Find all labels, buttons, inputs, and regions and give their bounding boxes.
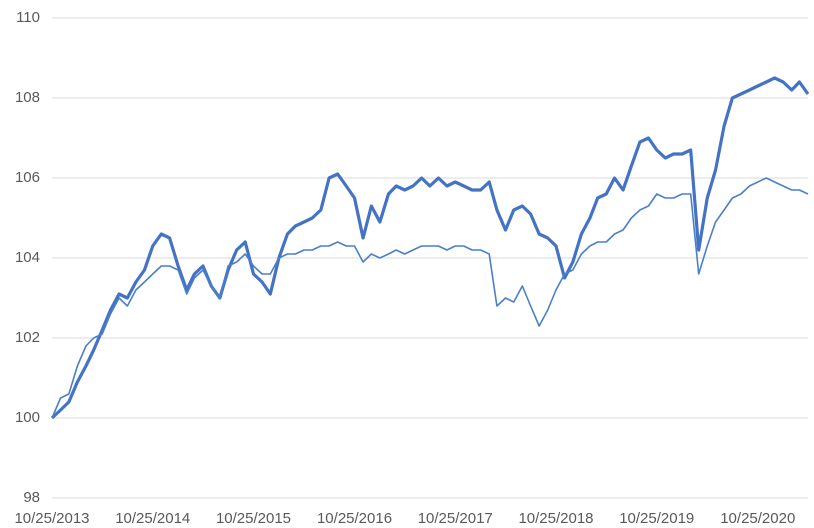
x-tick-label: 10/25/2013 [14, 510, 89, 527]
line-series [50, 76, 810, 420]
x-tick-label: 10/25/2014 [115, 510, 190, 527]
y-tick-label: 110 [16, 9, 40, 26]
y-tick-label: 98 [23, 489, 40, 506]
line-series [51, 177, 809, 419]
y-tick-label: 100 [15, 409, 40, 426]
x-tick-label: 10/25/2016 [317, 510, 392, 527]
x-tick-label: 10/25/2020 [720, 510, 795, 527]
x-tick-label: 10/25/2015 [216, 510, 291, 527]
y-tick-label: 106 [15, 169, 40, 186]
y-tick-label: 104 [15, 249, 40, 266]
x-tick-label: 10/25/2018 [518, 510, 593, 527]
y-tick-label: 102 [15, 329, 40, 346]
x-tick-label: 10/25/2019 [619, 510, 694, 527]
x-tick-label: 10/25/2017 [418, 510, 493, 527]
y-tick-label: 108 [15, 89, 40, 106]
